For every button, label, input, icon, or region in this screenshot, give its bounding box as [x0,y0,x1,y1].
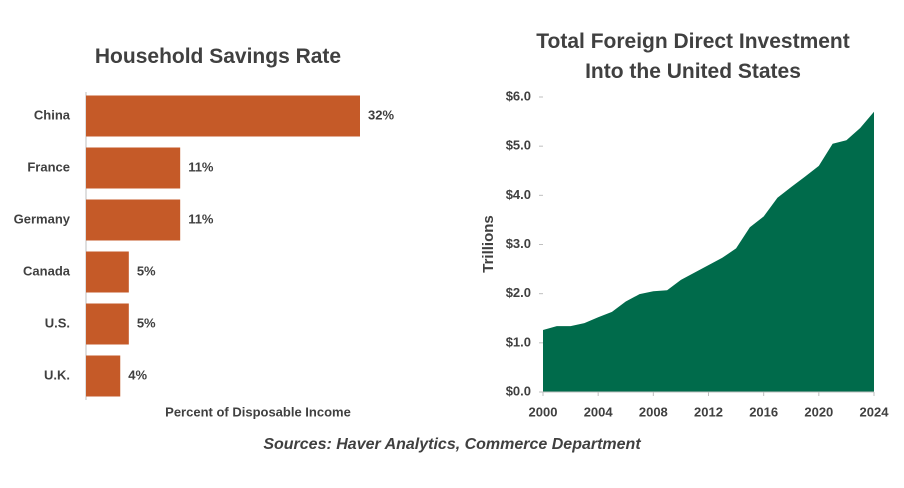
y-tick-label: $1.0 [506,334,531,349]
y-tick-label: $2.0 [506,285,531,300]
x-tick-label: 2012 [694,404,723,419]
x-tick-label: 2024 [860,404,890,419]
x-tick-label: 2020 [804,404,833,419]
y-tick-label: $6.0 [506,88,531,103]
y-tick-label: $5.0 [506,138,531,153]
source-note: Sources: Haver Analytics, Commerce Depar… [263,436,641,453]
x-tick-label: 2004 [584,404,614,419]
x-tick-label: 2000 [529,404,558,419]
y-tick-label: $3.0 [506,236,531,251]
value-label: 11% [188,159,214,174]
x-tick-label: 2008 [639,404,668,419]
category-label: China [34,107,71,122]
chart-title: Household Savings Rate [94,45,342,68]
value-label: 4% [128,367,147,382]
y-tick-label: $4.0 [506,187,531,202]
bar [86,95,360,137]
bar [86,355,121,397]
y-tick-label: $0.0 [506,383,531,398]
category-label: Germany [14,211,71,226]
bar [86,199,181,241]
y-axis-label: Trillions [480,215,497,273]
chart-title: Total Foreign Direct Investment Into the… [536,30,850,83]
area [543,111,874,392]
value-label: 5% [137,315,156,330]
category-label: Canada [23,263,71,278]
bar [86,251,129,293]
bar [86,303,129,345]
category-label: France [27,159,70,174]
x-axis-label: Percent of Disposable Income [165,404,351,419]
bar [86,147,181,189]
x-tick-label: 2016 [749,404,778,419]
value-label: 5% [137,263,156,278]
value-label: 11% [188,211,214,226]
category-label: U.S. [45,315,70,330]
category-label: U.K. [44,367,70,382]
value-label: 32% [368,107,394,122]
